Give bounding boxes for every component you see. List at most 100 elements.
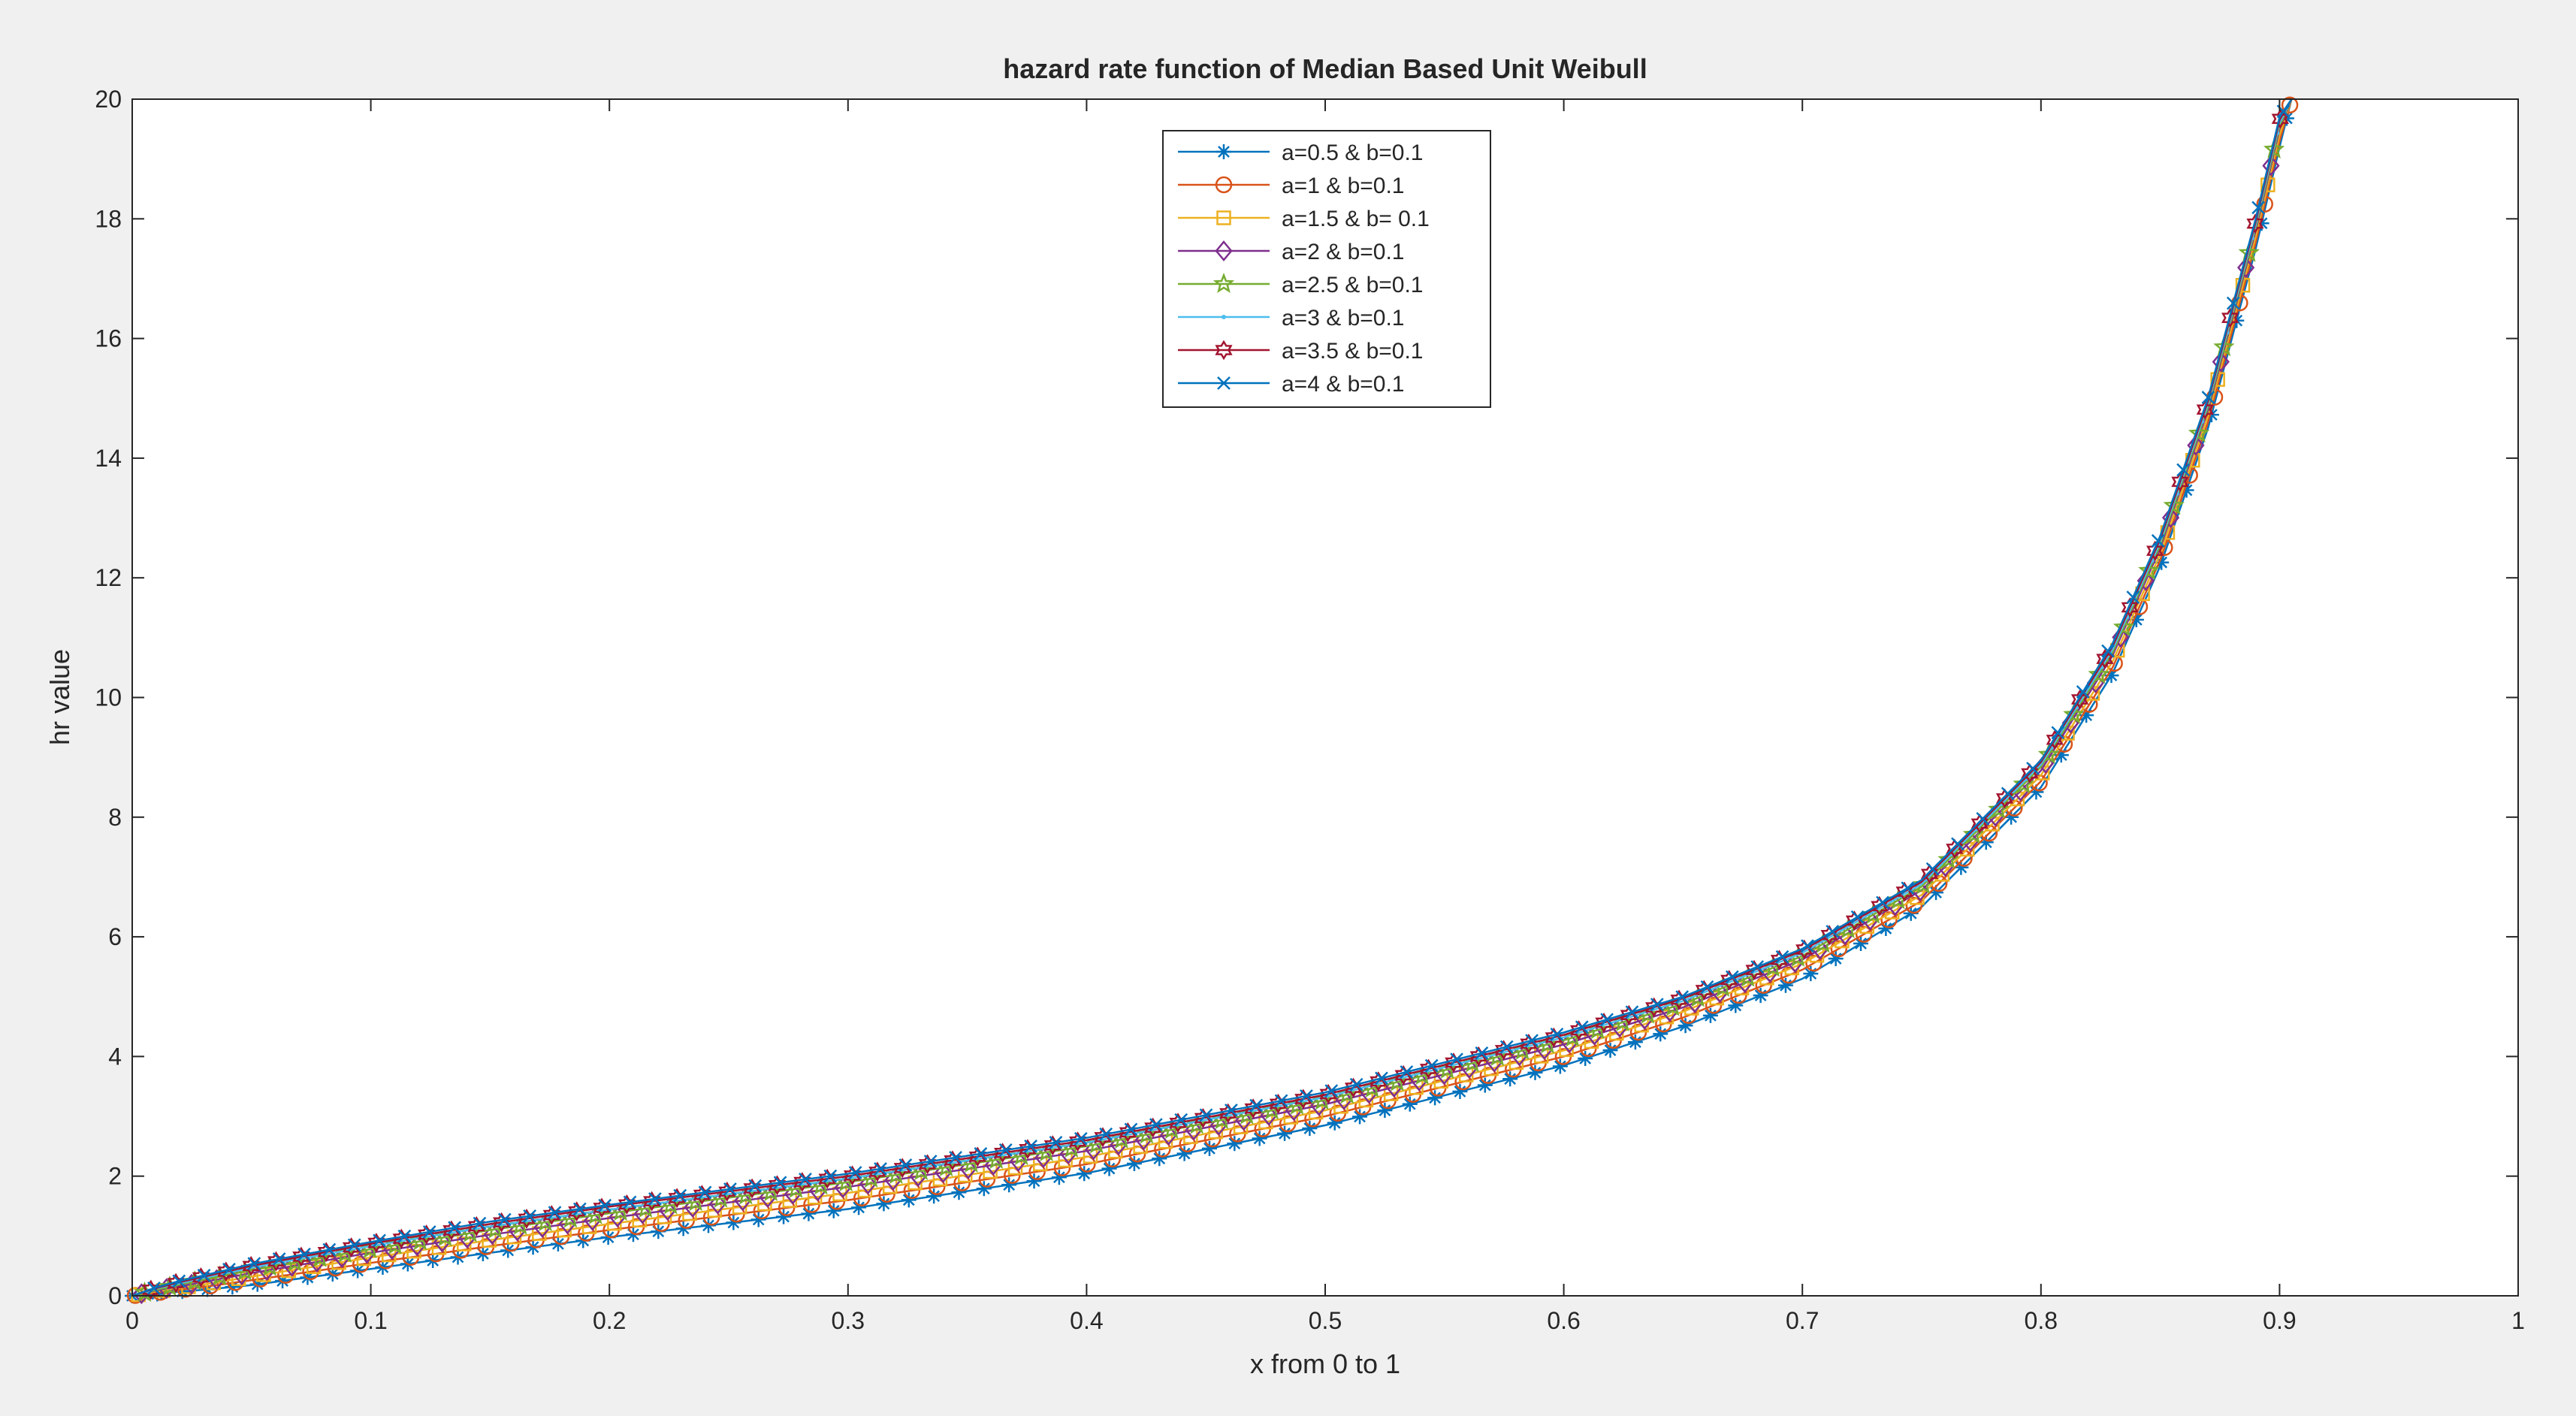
data-point bbox=[959, 1158, 977, 1179]
data-point bbox=[598, 1198, 612, 1212]
data-point bbox=[167, 1273, 185, 1294]
data-point bbox=[984, 1154, 1002, 1176]
data-point bbox=[448, 1221, 461, 1235]
data-point bbox=[776, 1209, 792, 1224]
y-tick-label: 14 bbox=[95, 445, 122, 472]
data-point bbox=[2079, 708, 2094, 723]
data-point bbox=[1059, 1143, 1077, 1164]
data-point bbox=[2103, 668, 2119, 684]
data-point bbox=[1905, 896, 1923, 914]
data-point bbox=[701, 1218, 717, 1233]
data-point bbox=[1725, 970, 1739, 984]
data-point bbox=[1951, 837, 1964, 851]
data-point bbox=[322, 1242, 337, 1257]
data-point bbox=[759, 1187, 777, 1208]
data-point bbox=[1026, 1173, 1042, 1189]
y-tick-label: 8 bbox=[108, 804, 122, 831]
data-point bbox=[2137, 570, 2155, 592]
data-point bbox=[367, 1233, 385, 1253]
x-axis-label: x from 0 to 1 bbox=[1250, 1348, 1400, 1379]
data-point bbox=[1215, 240, 1233, 261]
data-point bbox=[2254, 216, 2269, 231]
data-point bbox=[1051, 1170, 1067, 1185]
legend-entry: a=2 & b=0.1 bbox=[1178, 240, 1404, 264]
x-tick-label: 0.1 bbox=[354, 1307, 387, 1334]
data-point bbox=[1853, 936, 1869, 952]
data-point bbox=[523, 1209, 537, 1223]
data-point bbox=[901, 1192, 917, 1208]
data-point bbox=[1252, 1131, 1267, 1146]
data-point bbox=[773, 1176, 787, 1190]
data-point bbox=[609, 1206, 627, 1227]
data-point bbox=[1728, 998, 1744, 1013]
data-point bbox=[1300, 1089, 1313, 1103]
data-point bbox=[668, 1188, 686, 1209]
data-point bbox=[1215, 340, 1233, 361]
data-point bbox=[1901, 881, 1915, 895]
data-point bbox=[1702, 1007, 1718, 1023]
legend-entry: a=2.5 & b=0.1 bbox=[1178, 273, 1424, 297]
data-point bbox=[1349, 1077, 1363, 1091]
legend-label: a=2 & b=0.1 bbox=[1282, 240, 1404, 264]
data-point bbox=[2221, 307, 2239, 328]
data-point bbox=[898, 1158, 913, 1172]
data-point bbox=[974, 1147, 988, 1161]
data-point bbox=[1775, 950, 1789, 964]
legend-entry: a=3.5 & b=0.1 bbox=[1178, 339, 1424, 364]
data-point bbox=[2201, 391, 2215, 404]
data-point bbox=[247, 1257, 261, 1271]
data-point bbox=[1880, 911, 1898, 928]
data-point bbox=[2063, 703, 2085, 724]
data-point bbox=[1216, 144, 1231, 159]
data-point bbox=[1502, 1071, 1518, 1087]
data-point bbox=[2126, 590, 2140, 605]
data-point bbox=[1511, 1039, 1533, 1060]
data-point bbox=[2263, 138, 2285, 159]
y-tick-label: 2 bbox=[108, 1163, 122, 1190]
data-point bbox=[1201, 1140, 1217, 1156]
data-point bbox=[593, 1197, 611, 1218]
data-point bbox=[934, 1162, 953, 1183]
data-point bbox=[2171, 471, 2189, 492]
data-point bbox=[1227, 1136, 1243, 1152]
data-point bbox=[197, 1268, 211, 1282]
data-point bbox=[1001, 1177, 1017, 1193]
data-point bbox=[1302, 1121, 1318, 1137]
data-point bbox=[1124, 1122, 1138, 1137]
legend-entry: a=1.5 & b= 0.1 bbox=[1178, 207, 1430, 231]
data-point bbox=[1216, 210, 1231, 225]
data-point bbox=[584, 1209, 602, 1231]
x-tick-label: 0.3 bbox=[832, 1307, 865, 1334]
x-tick-label: 0.4 bbox=[1070, 1307, 1103, 1334]
data-point bbox=[718, 1181, 736, 1202]
data-point bbox=[1475, 1046, 1489, 1060]
data-point bbox=[334, 1242, 356, 1263]
data-point bbox=[249, 1276, 265, 1292]
data-point bbox=[1928, 885, 1944, 901]
data-point bbox=[734, 1190, 752, 1212]
y-tick-label: 18 bbox=[95, 205, 122, 232]
data-point bbox=[2021, 763, 2039, 783]
data-point bbox=[2112, 616, 2135, 637]
data-point bbox=[618, 1194, 636, 1215]
data-point bbox=[1477, 1077, 1493, 1093]
data-point bbox=[1871, 895, 1889, 916]
data-point bbox=[1753, 988, 1768, 1004]
data-point bbox=[2236, 257, 2255, 279]
data-point bbox=[1803, 966, 1819, 982]
data-point bbox=[698, 1185, 712, 1200]
data-point bbox=[1575, 1020, 1589, 1034]
data-point bbox=[1978, 835, 1994, 850]
data-point bbox=[1971, 813, 1989, 834]
x-tick-label: 0.7 bbox=[1786, 1307, 1819, 1334]
data-point bbox=[2138, 559, 2160, 580]
data-point bbox=[347, 1238, 361, 1252]
data-point bbox=[951, 1185, 967, 1200]
data-point bbox=[1925, 862, 1940, 876]
x-ticks: 0 0.1 0.2 0.3 0.4 0.5 0.6 0.7 0.8 0.9 1 bbox=[125, 99, 2525, 1334]
data-point bbox=[1034, 1146, 1052, 1168]
data-point bbox=[1024, 1140, 1037, 1153]
data-point bbox=[675, 1221, 691, 1236]
data-point bbox=[397, 1229, 412, 1243]
data-point bbox=[1324, 1084, 1339, 1098]
